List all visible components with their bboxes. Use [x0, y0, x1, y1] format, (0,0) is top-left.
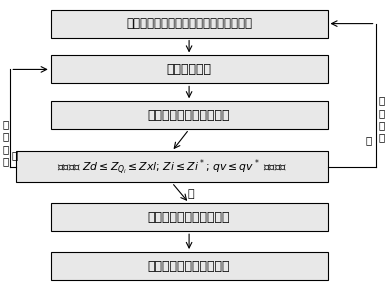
- FancyBboxPatch shape: [51, 203, 327, 231]
- Text: 选定起调水位: 选定起调水位: [167, 63, 212, 76]
- FancyBboxPatch shape: [51, 55, 327, 83]
- FancyBboxPatch shape: [51, 101, 327, 129]
- FancyBboxPatch shape: [51, 252, 327, 280]
- Text: 否: 否: [366, 135, 372, 146]
- Text: 否: 否: [11, 150, 17, 160]
- Text: 是: 是: [188, 189, 194, 199]
- Text: 重
新
调
整: 重 新 调 整: [378, 95, 384, 143]
- Text: 满意的动态控制上限水位: 满意的动态控制上限水位: [148, 260, 230, 273]
- FancyBboxPatch shape: [51, 10, 327, 38]
- Text: 是否满足 $Zd\leq Z_{Q_i}\leq Zxl$; $Zi\leq Zi^*$; $qv\leq qv^*$ 的约束条: 是否满足 $Zd\leq Z_{Q_i}\leq Zxl$; $Zi\leq Z…: [57, 157, 287, 177]
- Text: 不同频率设计洪水调节计: 不同频率设计洪水调节计: [148, 109, 230, 122]
- Text: 是否为可行的洪水起调水: 是否为可行的洪水起调水: [148, 211, 230, 224]
- FancyBboxPatch shape: [16, 151, 327, 182]
- Text: 原设计中全年最大的防洪调度方式及其规: 原设计中全年最大的防洪调度方式及其规: [126, 17, 252, 30]
- Text: 重
新
选
定: 重 新 选 定: [2, 119, 8, 166]
